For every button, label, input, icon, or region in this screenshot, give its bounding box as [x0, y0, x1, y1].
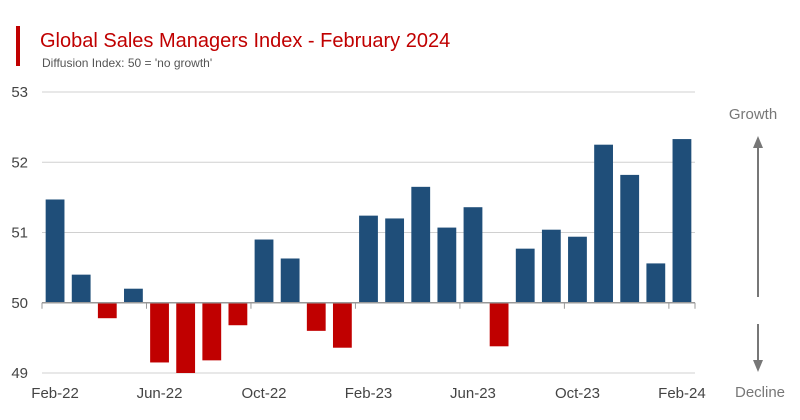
growth-decline-indicator: Growth Decline [729, 106, 785, 401]
x-tick-label: Feb-24 [658, 385, 706, 402]
bar-aug-23 [515, 248, 535, 303]
bar-feb-22 [45, 199, 65, 303]
down-arrowhead-icon [753, 360, 763, 372]
bar-jan-23 [332, 302, 352, 348]
x-tick-label: Feb-23 [345, 385, 393, 402]
y-tick-label: 53 [11, 84, 28, 101]
bar-jun-22 [150, 302, 169, 363]
title-accent-bar [16, 26, 20, 66]
bar-may-22 [124, 288, 143, 303]
chart-subtitle: Diffusion Index: 50 = 'no growth' [42, 56, 213, 70]
bar-dec-22 [306, 302, 326, 331]
bar-jul-22 [176, 302, 196, 373]
y-tick-label: 52 [11, 154, 28, 171]
bar-feb-24 [672, 139, 692, 303]
bar-oct-22 [254, 239, 274, 303]
bar-nov-22 [280, 258, 300, 303]
x-tick-label: Oct-23 [555, 385, 600, 402]
bar-mar-23 [385, 218, 405, 303]
x-tick-label: Oct-22 [242, 385, 287, 402]
bar-feb-23 [359, 215, 378, 303]
y-tick-label: 49 [11, 365, 28, 382]
chart-title: Global Sales Managers Index - February 2… [40, 30, 451, 52]
bar-apr-23 [411, 186, 431, 303]
bar-mar-22 [71, 274, 91, 303]
bar-sep-23 [541, 229, 561, 303]
growth-label: Growth [729, 106, 777, 123]
bars [45, 139, 692, 373]
y-tick-label: 51 [11, 225, 28, 242]
axes [41, 302, 696, 309]
bar-apr-22 [97, 302, 117, 319]
bar-oct-23 [568, 236, 587, 303]
bar-aug-22 [202, 302, 222, 361]
tick-labels: 49 50 51 52 53 Feb-22 Jun-22 Oct-22 Feb-23 Jun-23… [11, 84, 705, 402]
decline-label: Decline [735, 384, 785, 401]
x-tick-label: Jun-22 [137, 385, 183, 402]
bar-dec-23 [620, 174, 640, 303]
bar-may-23 [437, 227, 457, 303]
bar-sep-22 [228, 302, 248, 326]
x-tick-label: Jun-23 [450, 385, 496, 402]
x-tick-label: Feb-22 [31, 385, 79, 402]
up-arrowhead-icon [753, 136, 763, 148]
bar-nov-23 [594, 144, 613, 303]
y-tick-label: 50 [11, 295, 28, 312]
bar-jul-23 [489, 302, 509, 347]
bar-jun-23 [463, 207, 483, 303]
bar-jan-24 [646, 263, 666, 303]
